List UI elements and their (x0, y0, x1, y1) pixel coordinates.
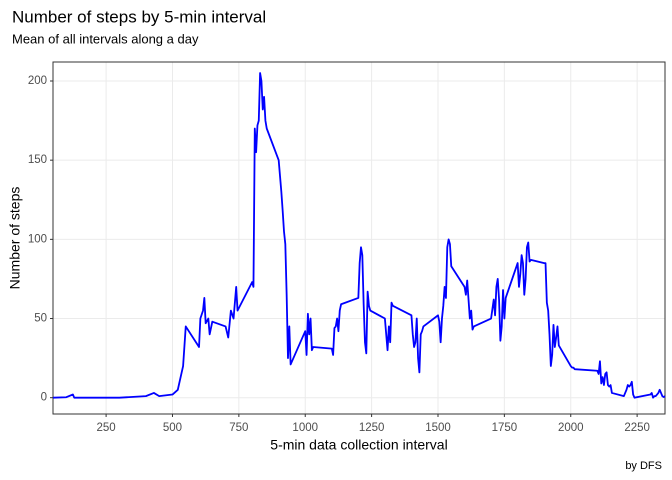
x-axis-title: 5-min data collection interval (270, 437, 447, 453)
panel-border (52, 61, 666, 415)
y-axis-title: Number of steps (7, 187, 23, 290)
panel (53, 62, 665, 414)
y-tick-label: 100 (28, 233, 47, 245)
chart-subtitle: Mean of all intervals along a day (12, 31, 199, 46)
x-tick-label: 1750 (492, 422, 518, 434)
y-tick-label: 150 (28, 154, 47, 166)
data-line (52, 72, 666, 399)
caption: by DFS (625, 460, 662, 472)
x-tick-label: 500 (163, 422, 182, 434)
x-tick-label: 2000 (558, 422, 584, 434)
x-tick-label: 1000 (292, 422, 318, 434)
y-tick-label: 0 (41, 392, 47, 404)
y-tick-label: 50 (34, 313, 47, 325)
x-tick-label: 750 (229, 422, 248, 434)
x-tick-label: 250 (97, 422, 116, 434)
chart-title: Number of steps by 5-min interval (12, 7, 266, 26)
x-tick-label: 2250 (624, 422, 650, 434)
y-tick-label: 200 (28, 75, 47, 87)
x-tick-label: 1250 (359, 422, 385, 434)
x-tick-label: 1500 (425, 422, 451, 434)
